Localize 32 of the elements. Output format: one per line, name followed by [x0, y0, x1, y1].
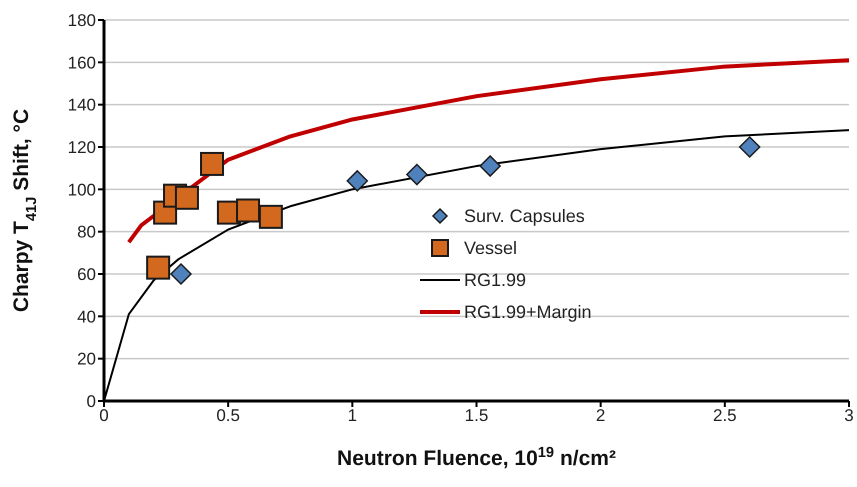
x-tick-label: 2 [596, 406, 606, 426]
point [200, 152, 224, 176]
x-tick-label: 1.5 [464, 406, 488, 426]
point [146, 256, 170, 280]
point [346, 170, 368, 192]
y-tick-label: 0 [86, 392, 96, 412]
y-tick-label: 160 [68, 53, 96, 72]
legend-label: RG1.99 [464, 269, 526, 292]
x-tick-label: 3 [844, 406, 854, 426]
legend-label: Surv. Capsules [464, 205, 585, 228]
x-axis-title: Neutron Fluence, 10$^{19}$ n/cm² [337, 445, 616, 470]
point [406, 164, 428, 186]
point [738, 136, 760, 158]
y-tick-label: 180 [68, 11, 96, 30]
x-tick-label: 1 [348, 406, 358, 426]
y-tick-label: 20 [77, 350, 96, 369]
y-tick-label: 100 [68, 180, 96, 200]
point [174, 186, 199, 210]
y-tick-label: 40 [77, 307, 96, 326]
x-tick-label: 0.5 [216, 406, 240, 426]
y-tick-label: 60 [77, 265, 96, 284]
y-tick-label: 140 [68, 96, 96, 115]
y-tick-label: 120 [68, 138, 96, 158]
point [258, 204, 283, 229]
x-tick-label: 0 [99, 406, 109, 426]
x-tick-label: 2.5 [713, 406, 737, 426]
point [479, 155, 501, 177]
point [236, 198, 260, 222]
legend-label: RG1.99+Margin [464, 301, 592, 324]
legend-label: Vessel [464, 237, 518, 260]
point [170, 263, 192, 285]
y-tick-label: 80 [77, 222, 96, 242]
